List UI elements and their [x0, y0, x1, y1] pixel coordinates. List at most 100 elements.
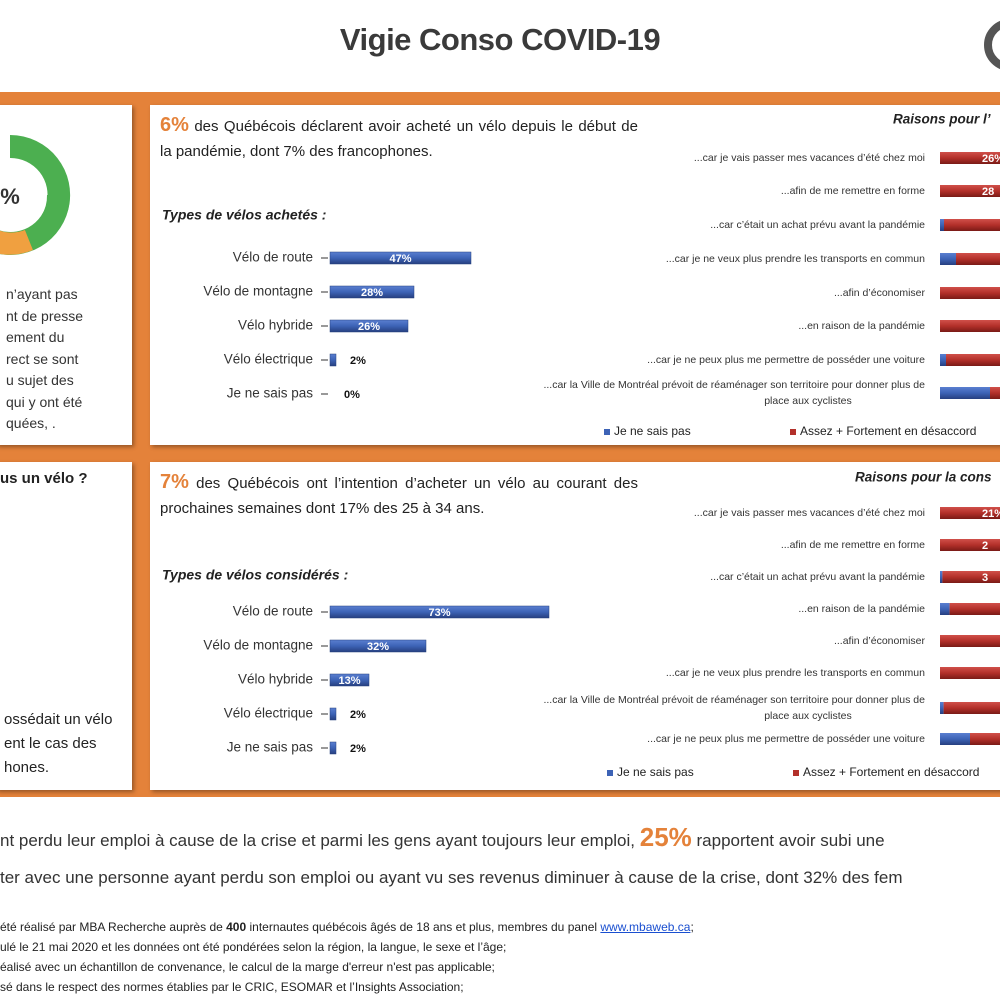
- donut-segment: [0, 230, 33, 255]
- bar-segment: [942, 571, 1000, 583]
- bar-segment: [940, 219, 944, 231]
- bar-segment: [944, 219, 1000, 231]
- bar-segment: [940, 320, 1000, 332]
- bar: [329, 251, 472, 265]
- legend-swatch: [604, 429, 610, 435]
- link[interactable]: www.mbaweb.ca: [600, 920, 691, 934]
- category-label: Vélo de montagne: [203, 284, 313, 299]
- question: us un vélo ?: [0, 470, 88, 487]
- text-line: n’ayant pas: [6, 286, 78, 302]
- reason-label: ...car la Ville de Montréal prévoit de r…: [543, 379, 925, 407]
- reason-label: ...afin de me remettre en forme: [781, 539, 925, 551]
- text-line: quées, .: [6, 415, 56, 431]
- reason-label: ...afin d’économiser: [834, 635, 926, 647]
- reason-label: ...car je vais passer mes vacances d’été…: [694, 152, 925, 164]
- reason-label: ...car je ne peux plus me permettre de p…: [647, 354, 925, 366]
- bar-segment: [940, 539, 1000, 551]
- text: nt perdu leur emploi à cause de la crise…: [0, 831, 640, 850]
- text-line: rect se sont: [6, 350, 79, 367]
- bar-segment: [949, 603, 1000, 615]
- footnote: éalisé avec un échantillon de convenance…: [0, 960, 495, 974]
- legend-label: Assez + Fortement en désaccord: [800, 424, 976, 438]
- bottom-panel: [150, 462, 1000, 790]
- legend-label: Assez + Fortement en désaccord: [803, 765, 979, 779]
- reason-label: ...afin d’économiser: [834, 287, 926, 299]
- category-label: Je ne sais pas: [227, 740, 314, 755]
- reason-label: ...car la Ville de Montréal prévoit de r…: [543, 694, 925, 722]
- value-label: 0%: [344, 389, 360, 401]
- bar-segment: [940, 603, 950, 615]
- footnote: sé dans le respect des normes établies p…: [0, 980, 464, 994]
- reason-line: place aux cyclistes: [764, 710, 852, 722]
- category-label: Vélo de route: [233, 250, 313, 265]
- bar-label: 26%: [982, 153, 1000, 165]
- bar-segment: [940, 387, 990, 399]
- reason-label: ...car je ne veux plus prendre les trans…: [666, 667, 925, 679]
- text: internautes québécois âgés de 18 ans et …: [246, 920, 601, 934]
- bar-segment: [940, 354, 946, 366]
- statement: 6% des Québécois déclarent avoir acheté …: [160, 113, 638, 164]
- bar-label: 21%: [982, 508, 1000, 520]
- bar-segment: [940, 571, 943, 583]
- text-line: ent le cas des: [4, 735, 97, 752]
- bar-segment: [956, 253, 1000, 265]
- highlight: 25%: [639, 822, 692, 852]
- bold: 400: [226, 920, 247, 934]
- donut-segment: [25, 195, 70, 250]
- reason-label: ...car je ne veux plus prendre les trans…: [666, 253, 925, 265]
- value-label: 28%: [361, 287, 383, 299]
- bar-segment: [940, 507, 1000, 519]
- statement-text: des Québécois ont l’intention d’acheter …: [160, 475, 638, 517]
- value-label: 26%: [358, 321, 380, 333]
- bar: [329, 741, 337, 755]
- bar-label: 28: [982, 186, 994, 198]
- category-label: Vélo hybride: [238, 672, 313, 687]
- text-line: ossédait un vélo: [4, 711, 112, 728]
- bottom-line: ter avec une personne ayant perdu son em…: [0, 868, 902, 888]
- reason-label: ...en raison de la pandémie: [798, 320, 925, 332]
- bar: [329, 605, 550, 619]
- bar-segment: [940, 635, 1000, 647]
- highlight: 6%: [160, 114, 189, 136]
- reason-label: ...car je ne peux plus me permettre de p…: [647, 733, 925, 745]
- bar-segment: [940, 733, 970, 745]
- text: été réalisé par MBA Recherche auprès de: [0, 920, 227, 934]
- text-line: hones.: [4, 759, 49, 776]
- legend-swatch: [793, 770, 799, 776]
- category-label: Vélo électrique: [224, 352, 313, 367]
- logo: [984, 21, 1000, 69]
- legend-swatch: [790, 429, 796, 435]
- value-label: 2%: [350, 743, 366, 755]
- value-label: 32%: [367, 641, 389, 653]
- bar-segment: [943, 702, 1000, 714]
- legend-label: Je ne sais pas: [614, 424, 691, 438]
- bar-segment: [940, 287, 1000, 299]
- left-bottom-panel: [0, 462, 132, 790]
- category-label: Vélo hybride: [238, 318, 313, 333]
- bar-segment: [940, 702, 944, 714]
- top-panel: [150, 105, 1000, 445]
- text-line: nt de presse: [6, 307, 84, 324]
- footnote: ulé le 21 mai 2020 et les données ont ét…: [0, 940, 507, 954]
- bar-label: 3: [982, 572, 988, 584]
- value-label: 2%: [350, 355, 366, 367]
- bar-segment: [970, 733, 1000, 745]
- reason-label: ...car c’était un achat prévu avant la p…: [710, 219, 925, 231]
- value-label: 47%: [389, 253, 411, 265]
- text: rapportent avoir subi une: [691, 831, 885, 850]
- value-label: 2%: [350, 709, 366, 721]
- statement: 7% des Québécois ont l’intention d’achet…: [160, 470, 638, 521]
- left-top-panel: [0, 105, 132, 445]
- bar: [329, 639, 427, 653]
- reason-label: ...car c’était un achat prévu avant la p…: [710, 571, 925, 583]
- text-line: qui y ont été: [6, 393, 83, 410]
- category-label: Vélo électrique: [224, 706, 313, 721]
- bar-segment: [946, 354, 1000, 366]
- bar: [329, 353, 337, 367]
- category-label: Vélo de montagne: [203, 638, 313, 653]
- reason-line: ...car la Ville de Montréal prévoit de r…: [543, 694, 925, 706]
- bar-segment: [940, 253, 956, 265]
- value-label: 13%: [338, 675, 360, 687]
- highlight: 7%: [160, 471, 189, 493]
